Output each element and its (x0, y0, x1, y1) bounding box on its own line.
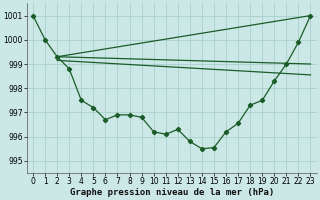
X-axis label: Graphe pression niveau de la mer (hPa): Graphe pression niveau de la mer (hPa) (70, 188, 274, 197)
